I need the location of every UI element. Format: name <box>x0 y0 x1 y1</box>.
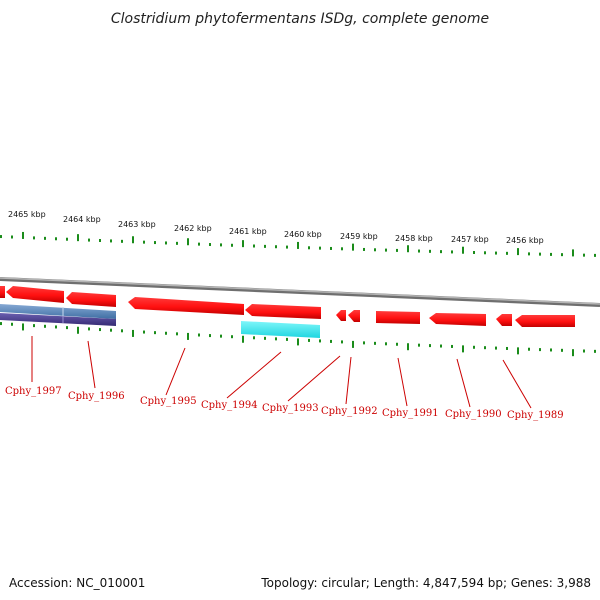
gene-arrow[interactable] <box>128 297 244 315</box>
scale-ticks-outer <box>0 231 596 257</box>
gene-arrow[interactable] <box>66 292 116 307</box>
scale-label: 2464 kbp <box>63 215 101 224</box>
feature-tracks <box>0 304 320 338</box>
scale-label: 2460 kbp <box>284 230 322 239</box>
scale-label: 2456 kbp <box>506 236 544 245</box>
scale-label: 2457 kbp <box>451 235 489 244</box>
gene-arrow[interactable] <box>515 315 575 327</box>
gene-arrow[interactable] <box>0 286 5 298</box>
scale-label: 2459 kbp <box>340 232 378 241</box>
gene-label[interactable]: Cphy_1989 <box>507 410 564 421</box>
gene-label[interactable]: Cphy_1997 <box>5 386 62 397</box>
gene-labels: Cphy_1997 Cphy_1996 Cphy_1995 Cphy_1994 … <box>5 386 564 421</box>
gene-arrow[interactable] <box>336 310 346 321</box>
feature-bar-cyan[interactable] <box>241 321 320 338</box>
gene-arrow[interactable] <box>496 314 512 326</box>
gene-label[interactable]: Cphy_1995 <box>140 396 197 407</box>
gene-label[interactable]: Cphy_1994 <box>201 400 258 411</box>
scale-label: 2461 kbp <box>229 227 267 236</box>
genome-details-text: Topology: circular; Length: 4,847,594 bp… <box>260 576 591 590</box>
gene-arrow[interactable] <box>245 304 321 319</box>
gene-label[interactable]: Cphy_1992 <box>321 406 378 417</box>
gene-track-forward <box>0 286 575 327</box>
gene-label[interactable]: Cphy_1990 <box>445 409 502 420</box>
feature-bar-blue[interactable] <box>0 304 116 319</box>
genome-backbone <box>0 277 600 307</box>
gene-arrow[interactable] <box>429 313 486 326</box>
scale-labels: 2465 kbp 2464 kbp 2463 kbp 2462 kbp 2461… <box>8 210 544 245</box>
scale-label: 2463 kbp <box>118 220 156 229</box>
feature-bar-purple[interactable] <box>0 313 116 326</box>
gene-label[interactable]: Cphy_1993 <box>262 403 319 414</box>
gene-label[interactable]: Cphy_1991 <box>382 408 439 419</box>
scale-label: 2462 kbp <box>174 224 212 233</box>
accession-text: Accession: NC_010001 <box>9 576 145 590</box>
map-title: Clostridium phytofermentans ISDg, comple… <box>111 11 489 27</box>
gene-arrow[interactable] <box>348 310 360 322</box>
scale-label: 2465 kbp <box>8 210 46 219</box>
gene-label[interactable]: Cphy_1996 <box>68 391 125 402</box>
gene-arrow[interactable] <box>376 311 420 324</box>
scale-ticks-inner <box>0 322 596 357</box>
scale-label: 2458 kbp <box>395 234 433 243</box>
gene-arrow[interactable] <box>6 286 64 303</box>
label-leader-lines <box>31 336 532 409</box>
